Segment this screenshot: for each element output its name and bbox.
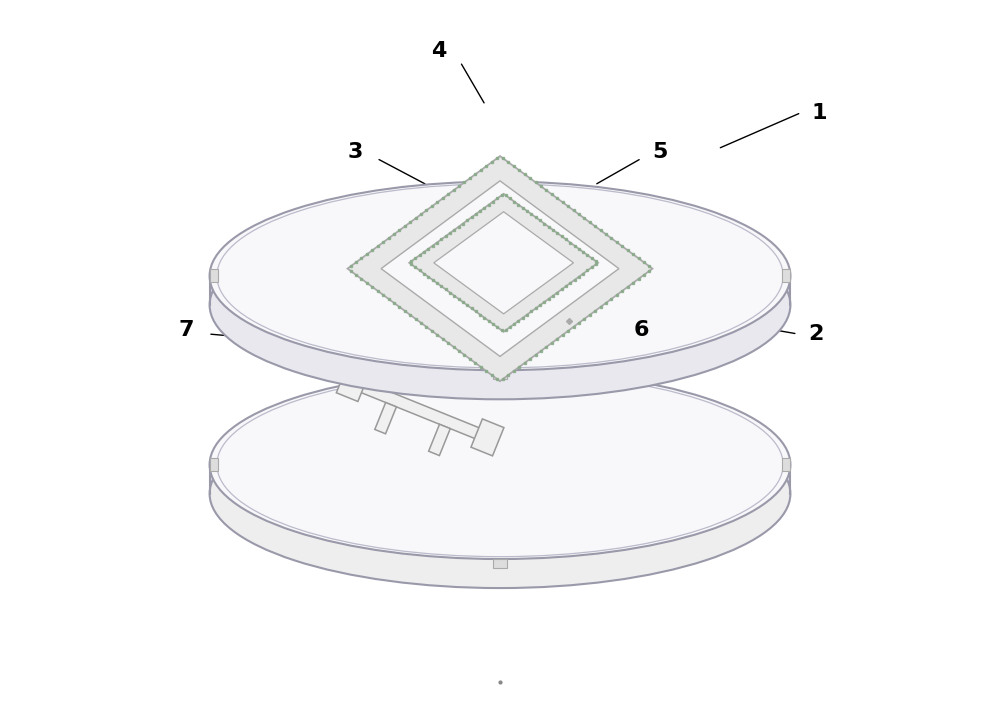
Polygon shape xyxy=(493,173,507,182)
Polygon shape xyxy=(341,374,500,446)
Ellipse shape xyxy=(210,211,790,399)
Polygon shape xyxy=(336,364,369,401)
Ellipse shape xyxy=(210,399,790,588)
Text: 7: 7 xyxy=(179,320,194,340)
Polygon shape xyxy=(782,269,790,282)
Text: 4: 4 xyxy=(431,41,446,61)
Text: 3: 3 xyxy=(347,142,362,163)
Ellipse shape xyxy=(210,182,790,370)
Polygon shape xyxy=(493,370,507,379)
Polygon shape xyxy=(210,269,218,282)
Polygon shape xyxy=(471,419,504,456)
Polygon shape xyxy=(493,559,507,568)
Text: 2: 2 xyxy=(808,324,823,344)
Polygon shape xyxy=(210,276,790,399)
Polygon shape xyxy=(375,402,396,434)
Polygon shape xyxy=(429,424,450,455)
Text: 1: 1 xyxy=(812,102,827,123)
Polygon shape xyxy=(782,458,790,471)
Polygon shape xyxy=(409,194,598,332)
Polygon shape xyxy=(348,156,652,381)
Polygon shape xyxy=(493,362,507,370)
Polygon shape xyxy=(434,212,573,314)
Text: 5: 5 xyxy=(652,142,667,163)
Ellipse shape xyxy=(210,370,790,559)
Text: 6: 6 xyxy=(634,320,649,340)
Polygon shape xyxy=(210,458,218,471)
Polygon shape xyxy=(210,465,790,588)
Polygon shape xyxy=(381,181,619,356)
